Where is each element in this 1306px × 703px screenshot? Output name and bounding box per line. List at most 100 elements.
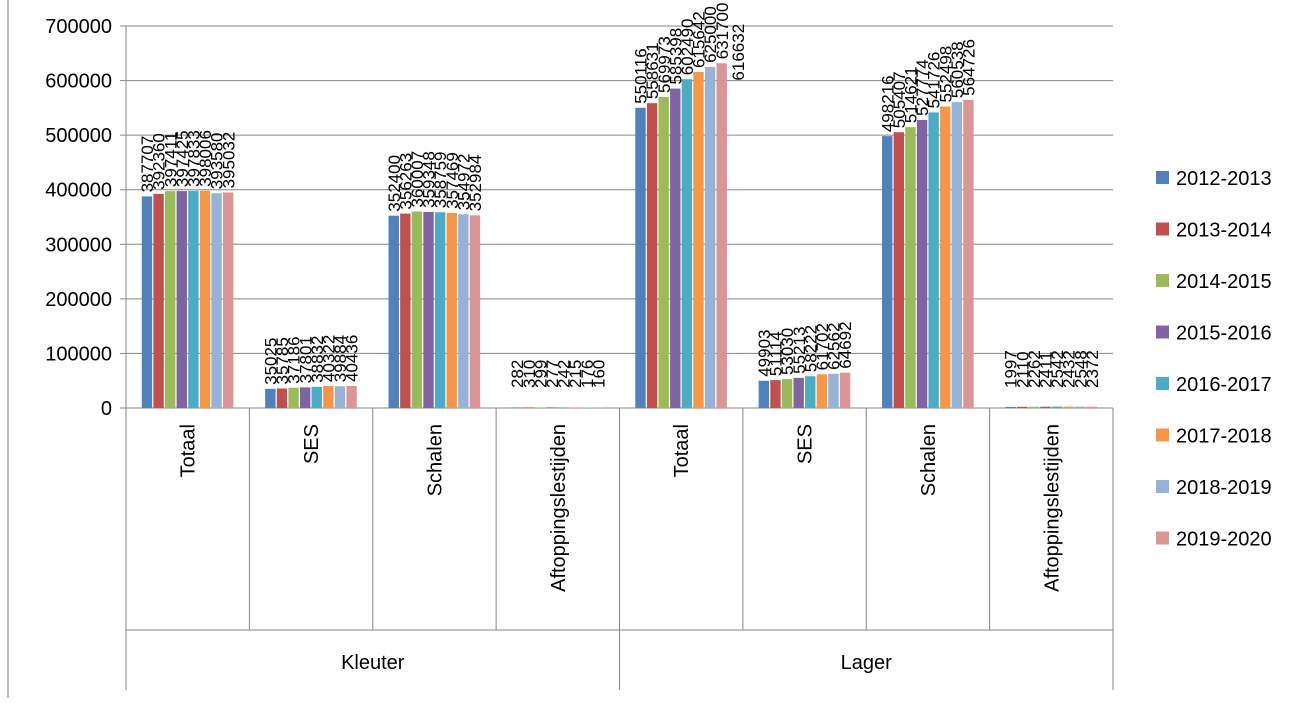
- bar: [593, 407, 604, 408]
- legend-label: 2012-2013: [1176, 168, 1272, 190]
- data-label: 40322: [319, 335, 338, 382]
- y-tick-label: 600000: [45, 71, 112, 93]
- data-label: 359348: [420, 151, 439, 208]
- legend-swatch: [1156, 325, 1169, 339]
- legend-swatch: [1156, 171, 1169, 184]
- bar: [1005, 406, 1016, 408]
- data-label: 2262: [1025, 350, 1044, 388]
- data-label: 625000: [701, 6, 720, 63]
- data-label: 61702: [813, 323, 832, 370]
- bar: [558, 407, 569, 408]
- legend-label: 2014-2015: [1176, 271, 1272, 293]
- data-label: 397833: [184, 130, 203, 187]
- legend-label: 2018-2019: [1176, 477, 1272, 499]
- data-label: 397425: [173, 130, 192, 187]
- legend-swatch: [1156, 377, 1169, 390]
- axes: 0 100000 200000 300000 400000 500000 600000 700…: [7, 0, 1114, 698]
- bar: [423, 211, 434, 408]
- data-label: 360007: [408, 151, 427, 208]
- data-label: 2542: [1048, 350, 1067, 388]
- bar: [1017, 406, 1028, 408]
- bar: [434, 212, 446, 408]
- data-label: 398006: [196, 130, 215, 187]
- data-label: 631700: [713, 3, 732, 60]
- legend-swatch: [1156, 274, 1169, 287]
- bar: [940, 106, 951, 408]
- legend: 2012-2013 2013-2014 2014-2015 2015-2016 2016…: [1156, 168, 1272, 551]
- data-label: 395032: [219, 132, 238, 189]
- bar: [1051, 406, 1063, 408]
- data-label: 310: [520, 360, 539, 388]
- bar: [681, 79, 693, 409]
- bar: [1040, 406, 1051, 408]
- bar: [153, 193, 164, 408]
- legend-label: 2019-2020: [1176, 529, 1272, 551]
- data-label: 356263: [396, 153, 415, 210]
- data-label: 585398: [666, 28, 685, 85]
- bar: [400, 213, 411, 408]
- category-label: Totaal: [178, 424, 200, 477]
- bar: [569, 407, 581, 408]
- data-label: 2411: [1037, 351, 1056, 388]
- data-label: 35785: [273, 337, 292, 384]
- category-label: SES: [301, 424, 323, 464]
- bar: [546, 407, 558, 408]
- data-label: 51114: [767, 331, 786, 376]
- data-label: 176: [578, 360, 597, 388]
- data-label: 541726: [925, 52, 944, 109]
- data-label: 49903: [755, 329, 774, 376]
- data-label: 615642: [690, 11, 709, 68]
- category-label: Aftoppingslestijden: [1041, 424, 1063, 592]
- bar: [839, 372, 851, 408]
- bar: [693, 72, 704, 408]
- data-label: 397411: [161, 132, 180, 187]
- data-labels: 387707 35025 352400 282 550116 49903 498216 199…: [138, 3, 1102, 388]
- data-label: 2548: [1071, 350, 1090, 388]
- data-label: 505407: [890, 71, 909, 128]
- bar: [770, 380, 781, 408]
- data-label: 53030: [778, 328, 797, 375]
- bar: [346, 385, 357, 408]
- bar: [164, 191, 176, 408]
- data-label: 64692: [836, 321, 855, 368]
- data-label: 527774: [913, 59, 932, 116]
- data-label: 299: [531, 360, 550, 388]
- data-label: 558631: [643, 42, 662, 99]
- bar: [523, 407, 534, 408]
- y-tick-label: 500000: [45, 125, 112, 147]
- group-label: Kleuter: [341, 652, 405, 674]
- bar: [882, 136, 893, 409]
- bar: [222, 192, 234, 408]
- category-label: Schalen: [918, 424, 940, 496]
- bar: [141, 196, 153, 408]
- legend-label: 2015-2016: [1176, 323, 1272, 345]
- bar: [511, 407, 523, 408]
- data-label: 62562: [825, 323, 844, 370]
- data-label: 55213: [790, 327, 809, 374]
- legend-swatch: [1156, 531, 1169, 545]
- bar: [265, 388, 276, 408]
- data-label-extra: 616632: [729, 24, 748, 81]
- bar: [758, 380, 770, 408]
- bar: [893, 132, 905, 408]
- data-label: 160: [589, 360, 608, 388]
- data-label: 277: [543, 360, 562, 388]
- data-label: 282: [508, 360, 527, 388]
- bar: [905, 127, 916, 408]
- data-label: 2110: [1013, 351, 1032, 388]
- category-label: Totaal: [671, 424, 693, 477]
- data-label: 514621: [902, 66, 921, 123]
- bar: [716, 63, 727, 409]
- legend-label: 2013-2014: [1176, 220, 1272, 242]
- bar: [288, 387, 299, 408]
- bar: [469, 215, 481, 408]
- group-label: Lager: [841, 652, 892, 674]
- bar: [805, 376, 816, 408]
- bar: [704, 66, 716, 408]
- data-label: 358759: [431, 151, 450, 208]
- bar: [299, 387, 311, 408]
- category-label: Schalen: [424, 424, 446, 496]
- bar: [1075, 406, 1086, 408]
